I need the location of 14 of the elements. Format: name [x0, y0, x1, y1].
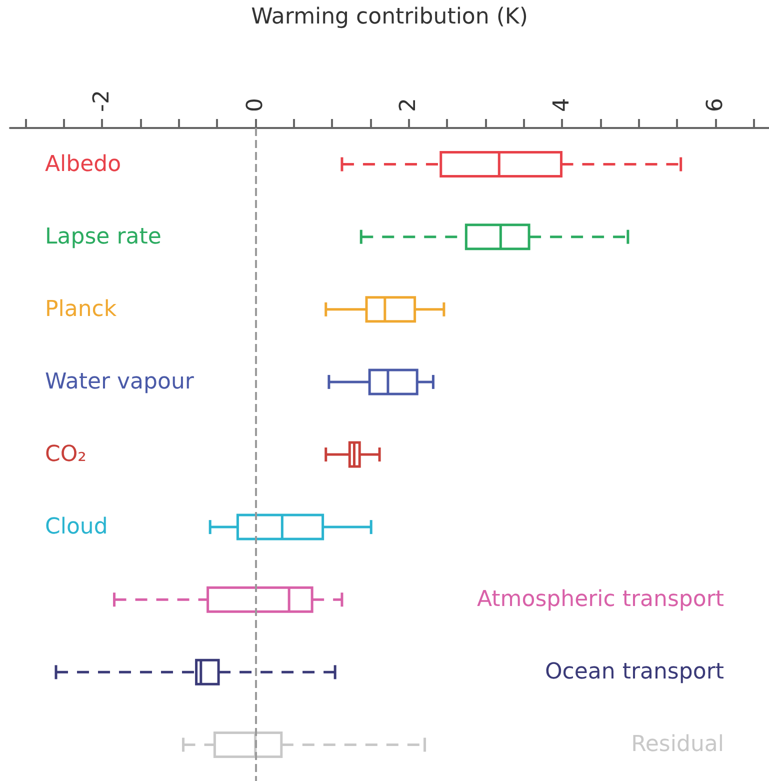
y-tick-label: Cloud	[45, 514, 108, 540]
x-axis-title: Warming contribution (K)	[251, 4, 528, 30]
y-tick-label: Planck	[45, 296, 117, 322]
x-tick-label: 2	[396, 98, 422, 112]
y-tick-label: Albedo	[45, 152, 122, 177]
y-tick-label: Ocean transport	[544, 660, 724, 685]
y-tick-label: Water vapour	[45, 369, 195, 394]
x-tick-label: 0	[242, 98, 268, 112]
x-tick-label: -2	[90, 90, 114, 112]
y-tick-label: Lapse rate	[45, 224, 162, 250]
x-tick-label: 4	[550, 98, 574, 112]
x-tick-label: 6	[702, 98, 728, 112]
y-tick-label: CO₂	[45, 442, 86, 467]
y-tick-label: Atmospheric transport	[477, 587, 724, 612]
